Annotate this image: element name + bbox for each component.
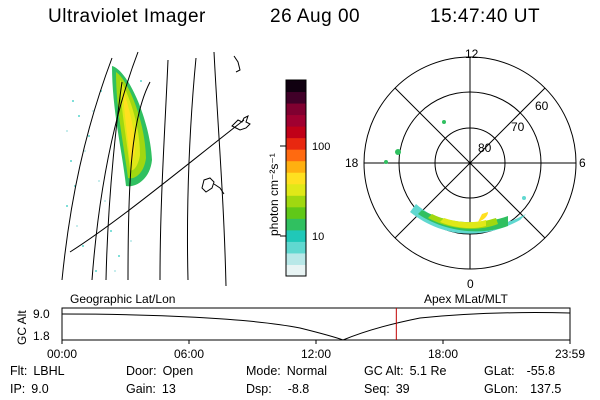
param-seq: Seq: 39 bbox=[364, 382, 410, 396]
param-ip: IP: 9.0 bbox=[10, 382, 49, 396]
param-gain: Gain: 13 bbox=[126, 382, 176, 396]
colorbar-tick-10: 10 bbox=[312, 231, 324, 243]
param-seq-label: Seq: bbox=[364, 382, 390, 396]
colorbar-cell bbox=[286, 264, 306, 277]
instrument-title: Ultraviolet Imager bbox=[48, 6, 206, 27]
polar-label-mlt-18: 18 bbox=[345, 156, 359, 170]
altitude-tick-high: 9.0 bbox=[33, 307, 50, 321]
colorbar-cell bbox=[286, 241, 306, 254]
colorbar-tick-100: 100 bbox=[312, 141, 330, 153]
param-ip-label: IP: bbox=[10, 382, 26, 396]
colorbar-gradient bbox=[286, 80, 306, 277]
colorbar-cell bbox=[286, 91, 306, 104]
polar-label-mlat-80: 80 bbox=[478, 141, 492, 155]
time-tick-2359: 23:59 bbox=[555, 347, 585, 361]
colorbar-cell bbox=[286, 218, 306, 231]
param-gain-label: Gain: bbox=[126, 382, 156, 396]
colorbar-cell bbox=[286, 126, 306, 139]
polar-label-mlt-0: 0 bbox=[467, 277, 474, 291]
image-date: 26 Aug 00 bbox=[270, 6, 361, 27]
param-glon-label: GLon: bbox=[484, 382, 519, 396]
param-mode-label: Mode: bbox=[246, 364, 281, 378]
colorbar-cell bbox=[286, 149, 306, 162]
param-door-label: Door: bbox=[126, 364, 157, 378]
geographic-panel-label: Geographic Lat/Lon bbox=[70, 292, 176, 306]
time-tick-0600: 06:00 bbox=[174, 347, 204, 361]
colorbar-cell bbox=[286, 160, 306, 173]
param-filter: Flt: LBHL bbox=[10, 364, 65, 378]
polar-label-mlt-12: 12 bbox=[465, 47, 479, 61]
param-gc-alt-value: 5.1 Re bbox=[409, 364, 447, 378]
time-tick-1800: 18:00 bbox=[428, 347, 458, 361]
param-glon: GLon: 137.5 bbox=[484, 382, 561, 396]
param-glon-value: 137.5 bbox=[530, 382, 562, 396]
param-gc-alt: GC Alt: 5.1 Re bbox=[364, 364, 446, 378]
polar-aurora-oval bbox=[384, 120, 526, 234]
colorbar-cell bbox=[286, 229, 306, 242]
image-time: 15:47:40 UT bbox=[430, 6, 541, 27]
colorbar-cell bbox=[286, 103, 306, 116]
param-glat: GLat: -55.8 bbox=[484, 364, 555, 378]
param-mode-value: Normal bbox=[286, 364, 328, 378]
param-dsp: Dsp: -8.8 bbox=[246, 382, 309, 396]
polar-label-mlat-60: 60 bbox=[535, 99, 549, 113]
param-gain-value: 13 bbox=[161, 382, 176, 396]
altitude-tick-low: 1.8 bbox=[33, 329, 50, 343]
time-tick-1200: 12:00 bbox=[301, 347, 331, 361]
colorbar-cell bbox=[286, 183, 306, 196]
param-glat-label: GLat: bbox=[484, 364, 515, 378]
colorbar-unit-label: photon cm⁻²s⁻¹ bbox=[267, 153, 281, 236]
colorbar-cell bbox=[286, 206, 306, 219]
param-door: Door: Open bbox=[126, 364, 193, 378]
param-door-value: Open bbox=[162, 364, 194, 378]
polar-label-mlt-6: 6 bbox=[579, 156, 586, 170]
param-glat-value: -55.8 bbox=[526, 364, 556, 378]
altitude-axis-label: GC Alt bbox=[15, 310, 29, 345]
param-dsp-value: -8.8 bbox=[287, 382, 310, 396]
param-ip-value: 9.0 bbox=[31, 382, 49, 396]
altitude-curve bbox=[61, 312, 571, 341]
colorbar-cell bbox=[286, 80, 306, 93]
colorbar-cell bbox=[286, 172, 306, 185]
colorbar-cell bbox=[286, 114, 306, 127]
colorbar-cell bbox=[286, 195, 306, 208]
param-dsp-label: Dsp: bbox=[246, 382, 272, 396]
colorbar-cell bbox=[286, 252, 306, 265]
colorbar-cell bbox=[286, 137, 306, 150]
param-gc-alt-label: GC Alt: bbox=[364, 364, 404, 378]
param-filter-label: Flt: bbox=[10, 364, 28, 378]
time-tick-0000: 00:00 bbox=[47, 347, 77, 361]
param-mode: Mode: Normal bbox=[246, 364, 327, 378]
param-filter-value: LBHL bbox=[33, 364, 65, 378]
apex-panel-label: Apex MLat/MLT bbox=[424, 292, 508, 306]
param-seq-value: 39 bbox=[395, 382, 410, 396]
polar-label-mlat-70: 70 bbox=[511, 120, 525, 134]
